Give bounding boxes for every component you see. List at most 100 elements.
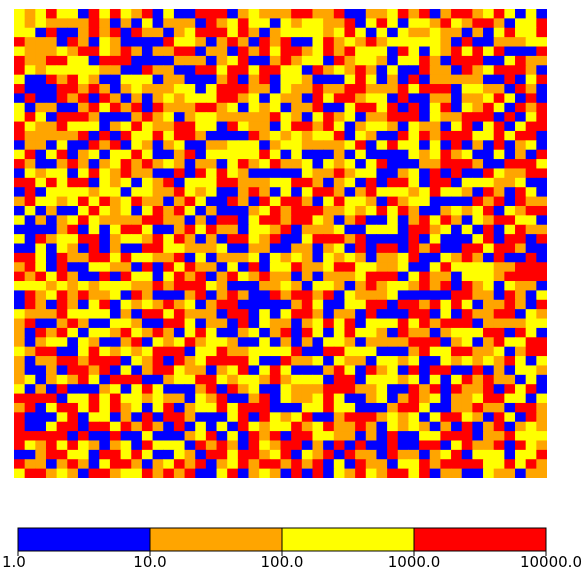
heatmap-cell <box>323 243 335 254</box>
heatmap-cell <box>344 309 356 320</box>
heatmap-cell <box>525 187 537 198</box>
heatmap-cell <box>440 74 452 85</box>
heatmap-cell <box>248 327 260 338</box>
heatmap-cell <box>131 402 143 413</box>
heatmap-cell <box>408 205 420 216</box>
heatmap-cell <box>195 74 207 85</box>
heatmap-cell <box>504 121 516 132</box>
heatmap-cell <box>120 205 132 216</box>
heatmap-cell <box>45 421 58 432</box>
heatmap-cell <box>259 337 271 348</box>
heatmap-cell <box>536 440 547 451</box>
heatmap-cell <box>504 327 516 338</box>
heatmap-cell <box>88 402 100 413</box>
heatmap-cell <box>365 356 378 367</box>
heatmap-cell <box>237 215 250 226</box>
heatmap-cell <box>461 262 473 273</box>
heatmap-cell <box>184 149 196 160</box>
heatmap-cell <box>205 27 218 38</box>
heatmap-cell <box>88 196 100 207</box>
heatmap-cell <box>141 130 154 141</box>
heatmap-cell <box>525 431 537 442</box>
heatmap-cell <box>419 84 431 95</box>
heatmap-cell <box>237 468 250 478</box>
heatmap-cell <box>77 37 90 48</box>
heatmap-cell <box>141 46 154 57</box>
heatmap-cell <box>14 177 26 188</box>
heatmap-cell <box>152 262 164 273</box>
heatmap-cell <box>323 393 335 404</box>
heatmap-cell <box>483 281 495 291</box>
heatmap-cell <box>109 37 122 48</box>
heatmap-cell <box>237 421 250 432</box>
heatmap-cell <box>99 112 111 123</box>
heatmap-cell <box>493 9 505 19</box>
heatmap-cell <box>525 84 537 95</box>
heatmap-cell <box>387 196 399 207</box>
heatmap-cell <box>67 177 79 188</box>
heatmap-cell <box>280 205 292 216</box>
heatmap-cell <box>227 102 239 113</box>
heatmap-cell <box>408 102 420 113</box>
heatmap-cell <box>120 421 132 432</box>
heatmap-cell <box>280 93 292 104</box>
heatmap-cell <box>291 299 303 310</box>
heatmap-cell <box>525 374 537 385</box>
heatmap-cell <box>248 346 260 357</box>
heatmap-cell <box>163 149 175 160</box>
heatmap-cell <box>216 243 228 254</box>
heatmap-cell <box>515 130 527 141</box>
heatmap-cell <box>301 74 314 85</box>
heatmap-cell <box>429 159 441 170</box>
heatmap-cell <box>120 412 132 423</box>
heatmap-cell <box>408 412 420 423</box>
heatmap-cell <box>45 327 58 338</box>
heatmap-cell <box>35 281 47 291</box>
heatmap-cell <box>141 243 154 254</box>
heatmap-cell <box>173 149 186 160</box>
heatmap-cell <box>269 365 282 376</box>
heatmap-cell <box>355 412 367 423</box>
heatmap-cell <box>99 327 111 338</box>
heatmap-cell <box>461 327 473 338</box>
heatmap-cell <box>472 140 484 151</box>
heatmap-cell <box>397 149 410 160</box>
heatmap-cell <box>355 9 367 19</box>
heatmap-cell <box>109 468 122 478</box>
heatmap-cell <box>280 346 292 357</box>
heatmap-cell <box>195 440 207 451</box>
heatmap-cell <box>451 384 463 395</box>
heatmap-cell <box>163 177 175 188</box>
heatmap-cell <box>163 337 175 348</box>
heatmap-cell <box>248 224 260 235</box>
heatmap-cell <box>323 431 335 442</box>
heatmap-cell <box>77 449 90 460</box>
heatmap-cell <box>408 159 420 170</box>
heatmap-cell <box>461 46 473 57</box>
heatmap-cell <box>451 140 463 151</box>
heatmap-cell <box>344 327 356 338</box>
heatmap-cell <box>248 262 260 273</box>
heatmap-cell <box>205 93 218 104</box>
heatmap-cell <box>333 449 346 460</box>
heatmap-cell <box>163 205 175 216</box>
heatmap-cell <box>365 459 378 470</box>
heatmap-cell <box>109 102 122 113</box>
heatmap-cell <box>259 93 271 104</box>
heatmap-cell <box>163 393 175 404</box>
heatmap-cell <box>451 393 463 404</box>
heatmap-cell <box>493 365 505 376</box>
heatmap-cell <box>323 27 335 38</box>
colorbar-tick-label: 1000.0 <box>388 553 441 569</box>
heatmap-cell <box>525 93 537 104</box>
heatmap-cell <box>216 346 228 357</box>
heatmap-cell <box>152 37 164 48</box>
heatmap-cell <box>88 356 100 367</box>
heatmap-cell <box>472 393 484 404</box>
heatmap-cell <box>184 412 196 423</box>
heatmap-cell <box>472 243 484 254</box>
heatmap-cell <box>205 393 218 404</box>
heatmap-cell <box>301 421 314 432</box>
heatmap-cell <box>259 252 271 263</box>
heatmap-cell <box>504 346 516 357</box>
